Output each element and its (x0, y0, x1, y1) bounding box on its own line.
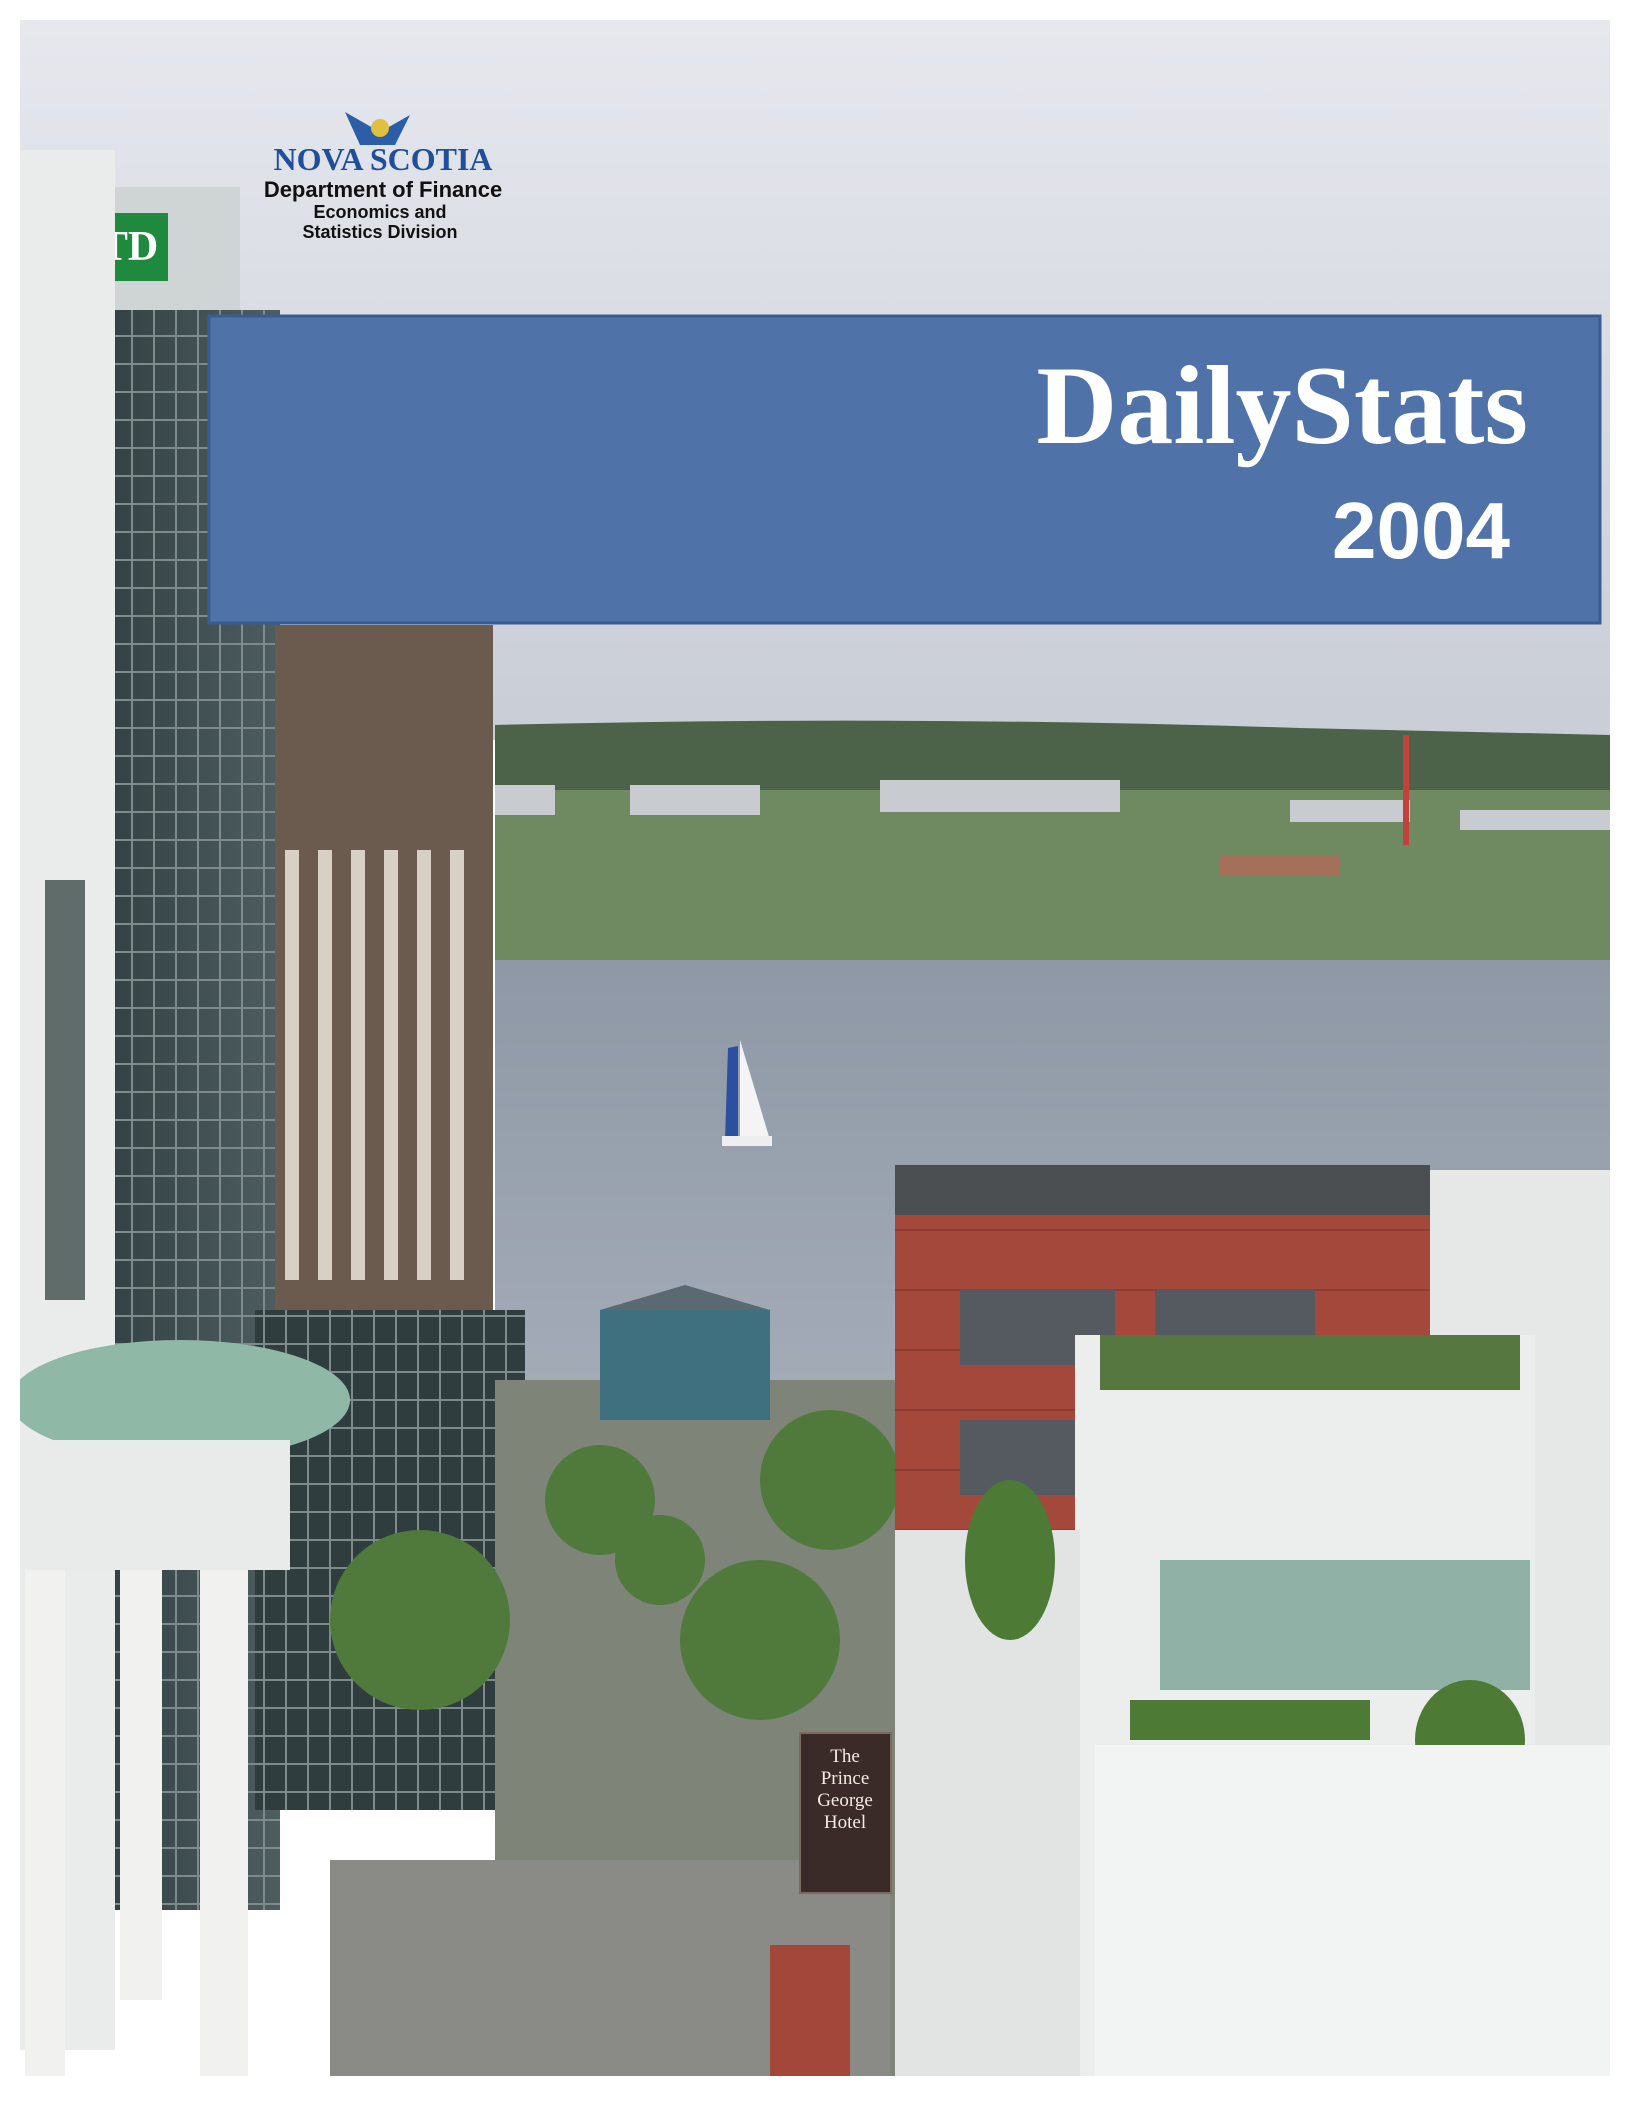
logo-division: Economics and (313, 202, 446, 222)
chimney (770, 1945, 850, 2076)
banner: DailyStats 2004 (209, 316, 1600, 623)
hotel-sign-text: George (817, 1790, 873, 1811)
logo-name: NOVA SCOTIA (273, 141, 492, 177)
rotunda-frieze (20, 1440, 290, 1570)
green-windows (1160, 1560, 1530, 1690)
tower (1403, 735, 1409, 845)
far-shore (495, 790, 1610, 965)
logo-crest (371, 119, 389, 137)
logo-department: Department of Finance (264, 177, 502, 202)
hotel-sign-text: The (830, 1746, 860, 1767)
left-window (45, 880, 85, 1300)
terrace (1095, 1745, 1610, 2076)
roof-garden (1100, 1335, 1520, 1390)
logo-division: Statistics Division (302, 222, 457, 242)
hotel-sign-text: Prince (821, 1768, 870, 1789)
waterfront-house (600, 1310, 770, 1420)
rotunda-columns (25, 1570, 248, 2076)
cover: TD (0, 0, 1632, 2112)
brick-roof (895, 1165, 1430, 1215)
banner-year: 2004 (1332, 486, 1510, 575)
hotel-sign-text: Hotel (824, 1812, 866, 1833)
page: TD (0, 0, 1632, 2112)
banner-title: DailyStats (1036, 344, 1528, 468)
